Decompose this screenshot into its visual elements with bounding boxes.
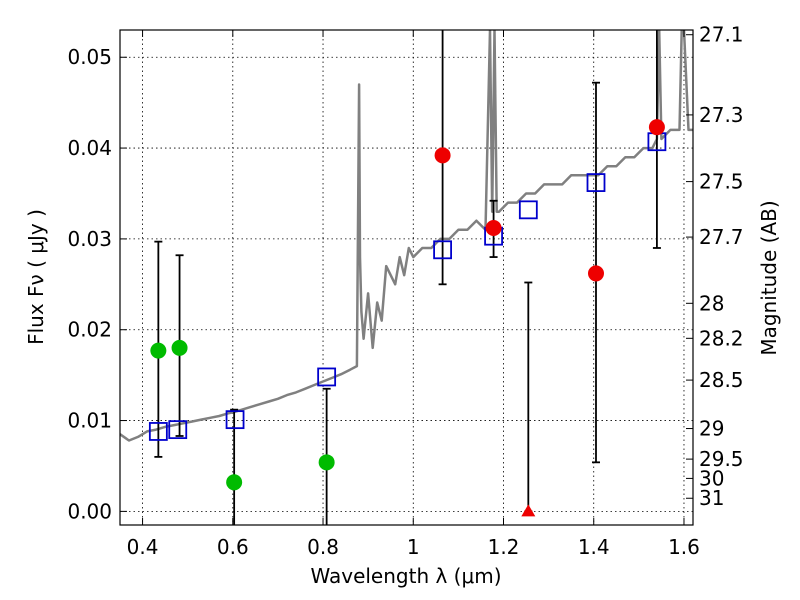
model-spectrum-line (120, 30, 693, 442)
model-point-marker (148, 422, 168, 441)
y-tick-label: 0.05 (67, 45, 112, 69)
low-sn-marker (226, 474, 243, 491)
low-sn-marker (318, 454, 335, 471)
detection-marker (587, 265, 604, 282)
model-point-marker (317, 367, 337, 387)
mag-tick-label: 27.7 (699, 225, 744, 249)
x-tick-label: 1.2 (488, 535, 520, 559)
x-axis-label: Wavelength λ (μm) (310, 564, 501, 588)
mag-tick-label: 29 (699, 417, 724, 441)
x-tick-label: 0.8 (307, 535, 339, 559)
low-sn-marker (171, 339, 188, 356)
y2-axis-label: Magnitude (AB) (757, 200, 781, 355)
x-tick-label: 1.6 (668, 535, 700, 559)
x-tick-label: 1.4 (578, 535, 610, 559)
mag-tick-label: 29.5 (699, 447, 744, 471)
y-tick-label: 0.01 (67, 409, 112, 433)
axes: 0.4 0.6 0.8 1 1.2 1.4 1.6 0.00 0.01 0.02 0.03 0.04 0… (67, 23, 743, 559)
mag-tick-label: 27.3 (699, 103, 744, 127)
mag-tick-label: 31 (699, 486, 724, 510)
detection-marker (648, 119, 665, 136)
x-tick-label: 0.6 (217, 535, 249, 559)
upper-limit-marker (521, 504, 536, 517)
mag-tick-label: 28 (699, 291, 724, 315)
mag-tick-label: 27.5 (699, 170, 744, 194)
x-tick-label: 0.4 (127, 535, 159, 559)
mag-tick-label: 30 (699, 466, 724, 490)
y-tick-label: 0.02 (67, 318, 112, 342)
low-sn-marker (150, 342, 167, 359)
mag-tick-label: 28.5 (699, 368, 744, 392)
plot-frame (119, 29, 694, 526)
y-tick-label: 0.00 (67, 499, 112, 523)
model-point-marker (168, 420, 188, 440)
detection-marker (434, 147, 451, 164)
y-tick-label: 0.03 (67, 227, 112, 251)
detection-marker (485, 220, 502, 236)
y-axis-label: Flux Fν ( μJy ) (24, 209, 48, 345)
model-point-marker (225, 410, 245, 430)
x-tick-label: 1 (407, 535, 420, 559)
model-point-marker (433, 240, 452, 260)
gridlines (120, 30, 693, 525)
plot-area (120, 30, 693, 525)
model-point-marker (518, 200, 538, 220)
y-tick-label: 0.04 (67, 136, 112, 160)
model-point-marker (586, 173, 606, 192)
mag-tick-label: 28.2 (699, 326, 744, 350)
mag-tick-label: 27.1 (699, 23, 744, 47)
